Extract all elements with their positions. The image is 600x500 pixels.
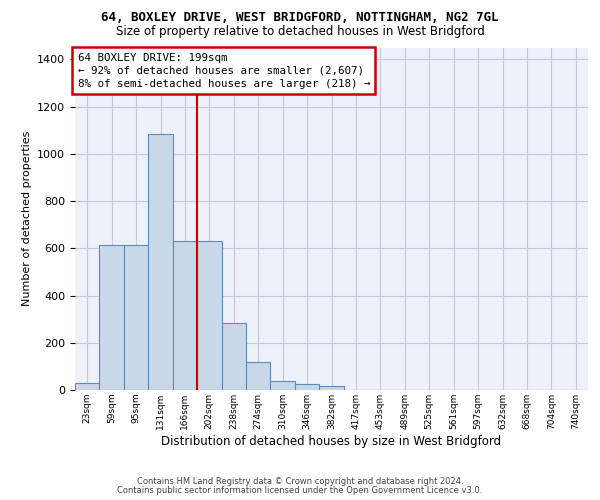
Bar	[221, 322, 246, 390]
Text: Contains HM Land Registry data © Crown copyright and database right 2024.: Contains HM Land Registry data © Crown c…	[137, 477, 463, 486]
Bar	[246, 362, 271, 390]
Bar	[319, 386, 344, 390]
Bar	[197, 241, 221, 390]
Bar	[295, 384, 319, 390]
Text: Contains public sector information licensed under the Open Government Licence v3: Contains public sector information licen…	[118, 486, 482, 495]
Bar	[100, 244, 124, 390]
Bar	[173, 241, 197, 390]
Y-axis label: Number of detached properties: Number of detached properties	[22, 131, 32, 306]
Text: 64, BOXLEY DRIVE, WEST BRIDGFORD, NOTTINGHAM, NG2 7GL: 64, BOXLEY DRIVE, WEST BRIDGFORD, NOTTIN…	[101, 11, 499, 24]
X-axis label: Distribution of detached houses by size in West Bridgford: Distribution of detached houses by size …	[161, 434, 502, 448]
Text: 64 BOXLEY DRIVE: 199sqm
← 92% of detached houses are smaller (2,607)
8% of semi-: 64 BOXLEY DRIVE: 199sqm ← 92% of detache…	[77, 52, 370, 89]
Bar	[75, 383, 100, 390]
Bar	[271, 380, 295, 390]
Bar	[124, 244, 148, 390]
Bar	[148, 134, 173, 390]
Text: Size of property relative to detached houses in West Bridgford: Size of property relative to detached ho…	[116, 25, 484, 38]
